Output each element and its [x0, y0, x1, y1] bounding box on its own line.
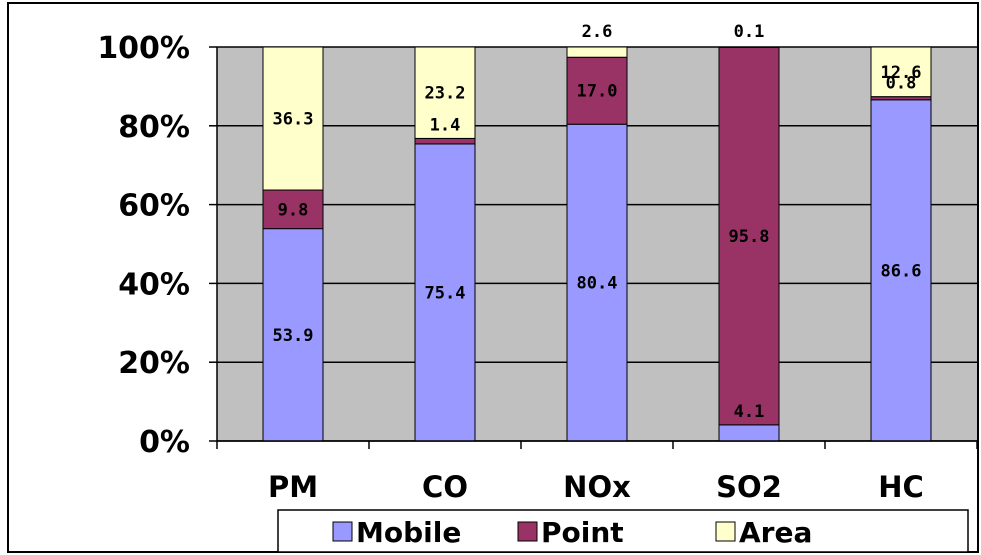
- y-axis-ticks: 0% 20% 40% 60% 80% 100%: [97, 31, 217, 460]
- data-label: 53.9: [273, 326, 314, 346]
- data-label: 36.3: [273, 110, 314, 130]
- axes: [216, 47, 978, 449]
- bar-point-so2: [718, 46, 780, 426]
- y-tick-label: 20%: [118, 346, 190, 381]
- y-tick-label: 60%: [118, 189, 190, 224]
- x-tick-label: HC: [878, 470, 924, 504]
- legend-box: [277, 509, 969, 553]
- legend-label-mobile: Mobile: [356, 516, 461, 549]
- data-label: 2.6: [582, 22, 613, 42]
- bar-area-pm: [262, 46, 324, 191]
- legend-swatch-mobile: [332, 521, 353, 542]
- y-tick-label: 40%: [118, 267, 190, 302]
- bar-area-nox: [566, 46, 628, 58]
- data-label: 1.4: [430, 115, 461, 135]
- legend-label-point: Point: [541, 516, 624, 549]
- data-label: 4.1: [734, 402, 765, 422]
- x-tick-label: SO2: [716, 470, 782, 504]
- x-tick-label: CO: [422, 470, 468, 504]
- data-label: 95.8: [729, 227, 770, 247]
- x-axis-ticks: PM CO NOx SO2 HC: [268, 470, 924, 504]
- data-label: 80.4: [577, 274, 618, 294]
- bar-area-hc: [870, 46, 932, 98]
- bar-mobile-nox: [566, 123, 628, 442]
- data-label: 75.4: [425, 283, 466, 303]
- x-tick-label: NOx: [563, 470, 631, 504]
- data-label: 12.6: [881, 63, 922, 83]
- data-label: 86.6: [881, 261, 922, 281]
- data-label: 0.8: [886, 74, 917, 94]
- legend-label-area: Area: [739, 516, 812, 549]
- y-tick-label: 80%: [118, 110, 190, 145]
- bar-mobile-so2: [718, 424, 780, 442]
- legend: Mobile Point Area: [277, 509, 969, 553]
- data-label: 0.1: [734, 22, 765, 42]
- data-label: 9.8: [278, 200, 309, 220]
- y-tick-label: 100%: [97, 31, 190, 66]
- bar-area-co: [414, 46, 476, 139]
- data-labels: 53.9 9.8 36.3 75.4 1.4 23.2 80.4 17.0 2.6 4.1 95.8…: [273, 22, 922, 422]
- bar-point-co: [414, 137, 476, 145]
- x-tick-label: PM: [268, 470, 318, 504]
- legend-swatch-area: [715, 521, 736, 542]
- data-label: 23.2: [425, 84, 466, 104]
- data-label: 17.0: [577, 82, 618, 102]
- y-tick-label: 0%: [139, 425, 190, 460]
- legend-swatch-point: [517, 521, 538, 542]
- bars: [262, 46, 932, 442]
